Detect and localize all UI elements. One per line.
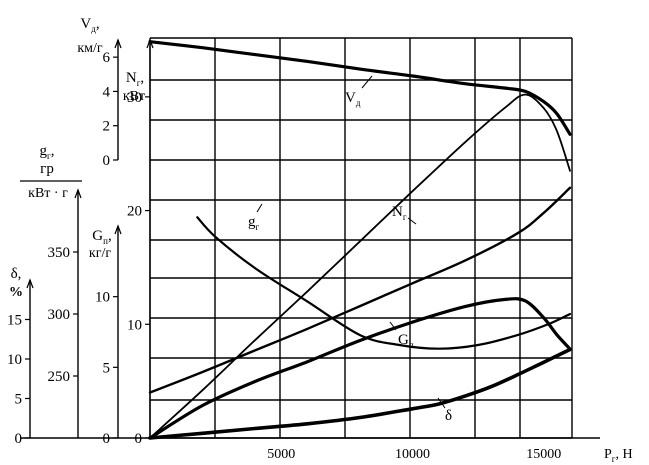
y-axis-arrow-g (74, 188, 82, 199)
y-tick-label-G: 5 (103, 360, 111, 376)
series-label-leader-g (256, 203, 263, 213)
y-tick-label-N: 0 (135, 431, 143, 447)
y-axis-unit-G: кг/г (89, 246, 111, 261)
y-tick-label-G: 0 (103, 431, 111, 447)
series-label-G: Gп (398, 332, 414, 350)
series-label-leader-V (361, 75, 373, 89)
y-axis-unit-g-bottom: кВт · г (28, 186, 68, 201)
series-label-g: gг (248, 214, 260, 232)
y-axis-label-G: Gп, (92, 228, 111, 246)
x-tick-label: 10000 (395, 447, 430, 462)
series-label-leader-N (407, 217, 417, 225)
series-line-G (148, 297, 572, 440)
y-axis-label-d: δ, (11, 266, 22, 282)
y-tick-label-g: 300 (48, 307, 71, 323)
y-tick-label-V: 2 (103, 119, 111, 135)
series-line-V (148, 40, 572, 136)
x-tick-label: 5000 (267, 447, 295, 462)
y-tick-label-V: 0 (103, 153, 111, 169)
series-label-N: Nг (392, 204, 407, 222)
y-axis-label-g: gг, (40, 143, 55, 161)
y-tick-label-N: 30 (127, 90, 142, 106)
y-axis-arrow-N (146, 38, 154, 49)
y-tick-label-V: 6 (103, 50, 111, 66)
x-axis-label: Pг, Н (604, 447, 633, 464)
series-line-g (196, 216, 572, 350)
y-tick-label-g: 350 (48, 245, 71, 261)
y-axis-label-N: Nг, (126, 70, 144, 88)
series-label-V: Vд (345, 90, 361, 108)
y-tick-label-V: 4 (103, 84, 111, 100)
series-line-unlabeled (148, 186, 572, 394)
y-axis-arrow-V (114, 38, 122, 49)
y-axis-arrow-d (26, 278, 34, 289)
y-tick-label-G: 10 (95, 290, 110, 306)
y-tick-label-N: 20 (127, 204, 142, 220)
y-axis-unit-d: % (9, 285, 23, 300)
y-tick-label-d: 5 (15, 392, 23, 408)
y-tick-label-N: 10 (127, 317, 142, 333)
y-axis-arrow-G (114, 224, 122, 235)
series-label-leader-d (437, 397, 446, 409)
y-tick-label-g: 250 (48, 369, 71, 385)
series-label-leader-G (389, 321, 397, 331)
x-tick-label: 15000 (526, 447, 561, 462)
series-line-N (149, 93, 571, 439)
y-tick-label-d: 15 (7, 313, 22, 329)
y-axis-unit-g-top: гр (40, 161, 54, 177)
y-axis-label-V: Vд, (80, 16, 99, 34)
y-axis-unit-N: кВт (123, 89, 145, 104)
y-tick-label-d: 10 (7, 352, 22, 368)
y-tick-label-d: 0 (15, 431, 23, 447)
y-axis-unit-V: км/г (77, 41, 103, 56)
series-label-d: δ (445, 408, 452, 424)
series-line-d (148, 347, 572, 440)
